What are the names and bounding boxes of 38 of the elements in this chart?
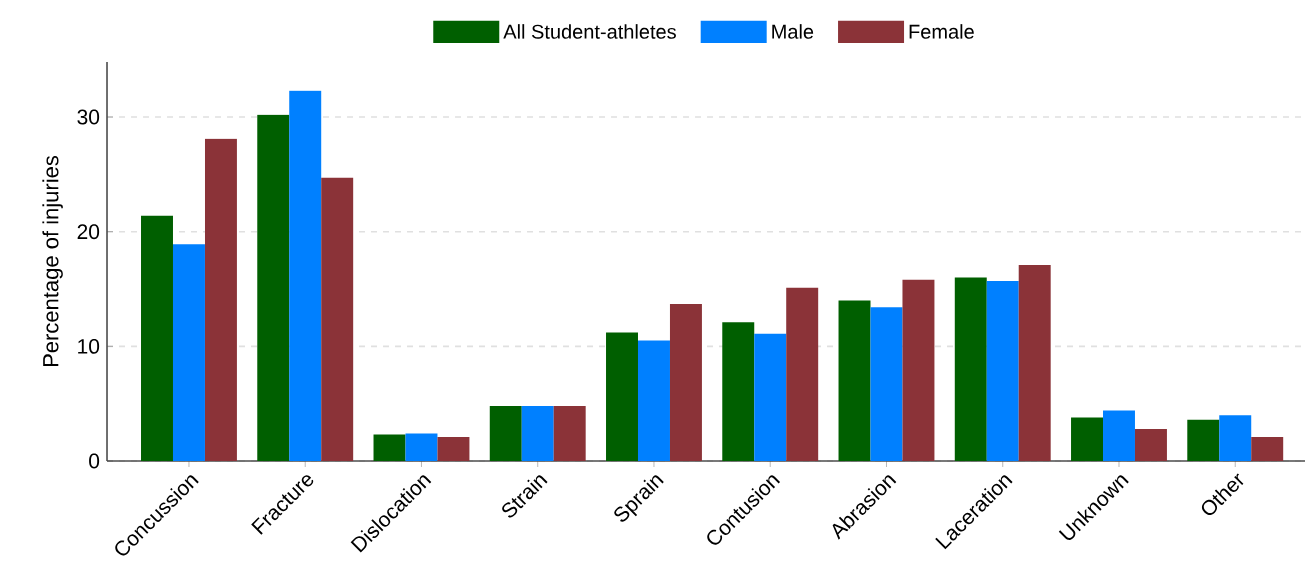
bar	[722, 322, 755, 461]
bar	[1103, 410, 1135, 461]
bar	[986, 280, 1019, 461]
bar	[405, 433, 438, 461]
legend-label: Male	[772, 24, 814, 39]
bar	[553, 405, 586, 461]
bar	[1071, 417, 1104, 461]
y-axis-title: Percentage of injuries	[42, 155, 63, 367]
bar	[669, 303, 702, 461]
bar	[902, 279, 935, 461]
y-tick-label: 10	[78, 338, 100, 354]
bar	[606, 332, 638, 461]
bar	[1018, 264, 1051, 461]
bar	[637, 340, 670, 461]
bar	[870, 307, 903, 461]
bar	[437, 436, 470, 461]
bar	[289, 90, 322, 461]
bar	[489, 405, 522, 461]
bar	[1219, 415, 1252, 461]
y-tick-label: 0	[89, 453, 100, 469]
bar	[1187, 419, 1220, 461]
y-tick-label: 20	[77, 224, 100, 240]
bar	[204, 138, 237, 461]
bar	[786, 287, 819, 461]
bar	[1134, 428, 1167, 461]
bar	[373, 434, 406, 461]
bar	[257, 114, 290, 461]
bar	[172, 244, 205, 461]
bar	[754, 333, 787, 461]
bar	[521, 405, 554, 461]
bar	[954, 277, 987, 461]
bar	[838, 300, 871, 461]
legend-label: All Student-athletes	[503, 24, 676, 39]
bar	[321, 177, 354, 461]
y-tick-label: 30	[77, 109, 100, 125]
bar	[1251, 436, 1284, 461]
bar	[141, 215, 173, 461]
legend-label: Female	[909, 24, 974, 39]
